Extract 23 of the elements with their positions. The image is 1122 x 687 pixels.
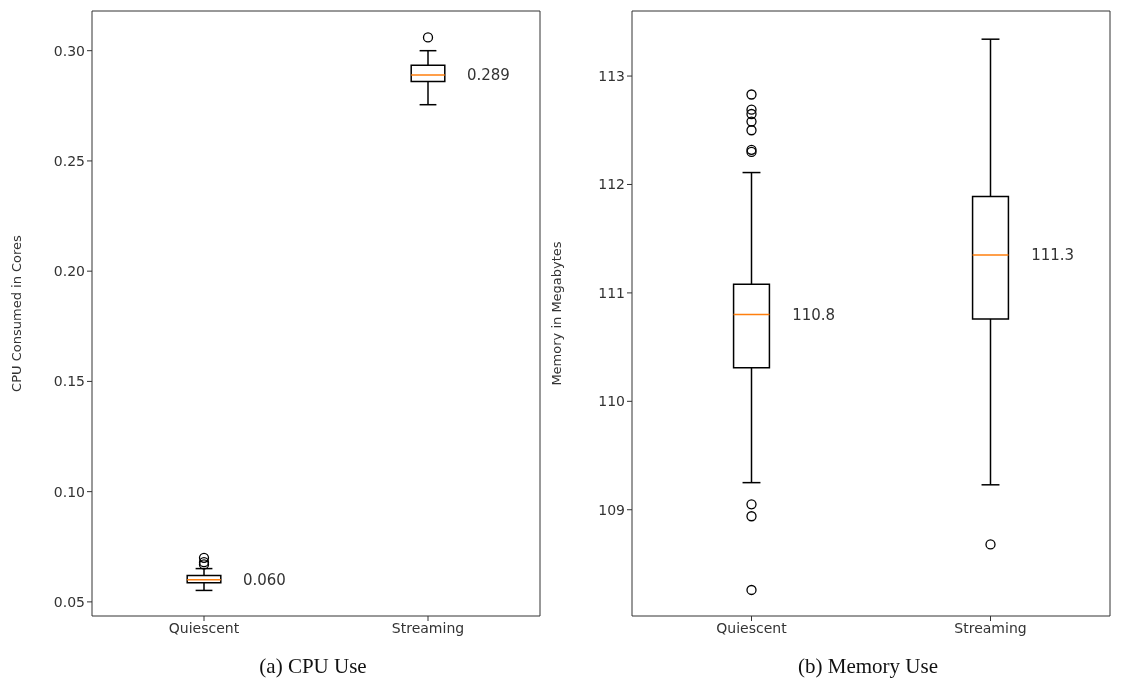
- y-tick-label: 112: [598, 176, 625, 193]
- text: 111.3: [1031, 246, 1075, 265]
- text: (a) CPU Use: [258, 654, 368, 679]
- y-tick-label: 0.20: [53, 263, 85, 280]
- y-tick-label: 0.15: [53, 373, 85, 390]
- x-tick-label: Streaming: [954, 619, 1027, 636]
- y-tick-label: 110: [598, 393, 625, 410]
- y-axis-title: Memory in Megabytes: [548, 241, 564, 386]
- y-tick-label: 111: [598, 284, 625, 301]
- y-tick-label: 113: [598, 68, 625, 85]
- x-tick-label: Quiescent: [168, 619, 240, 636]
- text: 0.060: [242, 571, 286, 590]
- text: 0.289: [466, 66, 510, 85]
- y-tick-label: 0.30: [53, 42, 85, 59]
- y-tick-label: 0.10: [53, 483, 85, 500]
- y-tick-label: 109: [598, 501, 625, 518]
- y-tick-label: 0.05: [53, 593, 85, 610]
- x-tick-label: Quiescent: [716, 619, 788, 636]
- y-tick-label: 0.25: [53, 152, 85, 169]
- x-tick-label: Streaming: [391, 619, 465, 636]
- text: (b) Memory Use: [797, 654, 939, 679]
- y-axis-title: CPU Consumed in Cores: [8, 234, 24, 392]
- text: 110.8: [792, 305, 836, 324]
